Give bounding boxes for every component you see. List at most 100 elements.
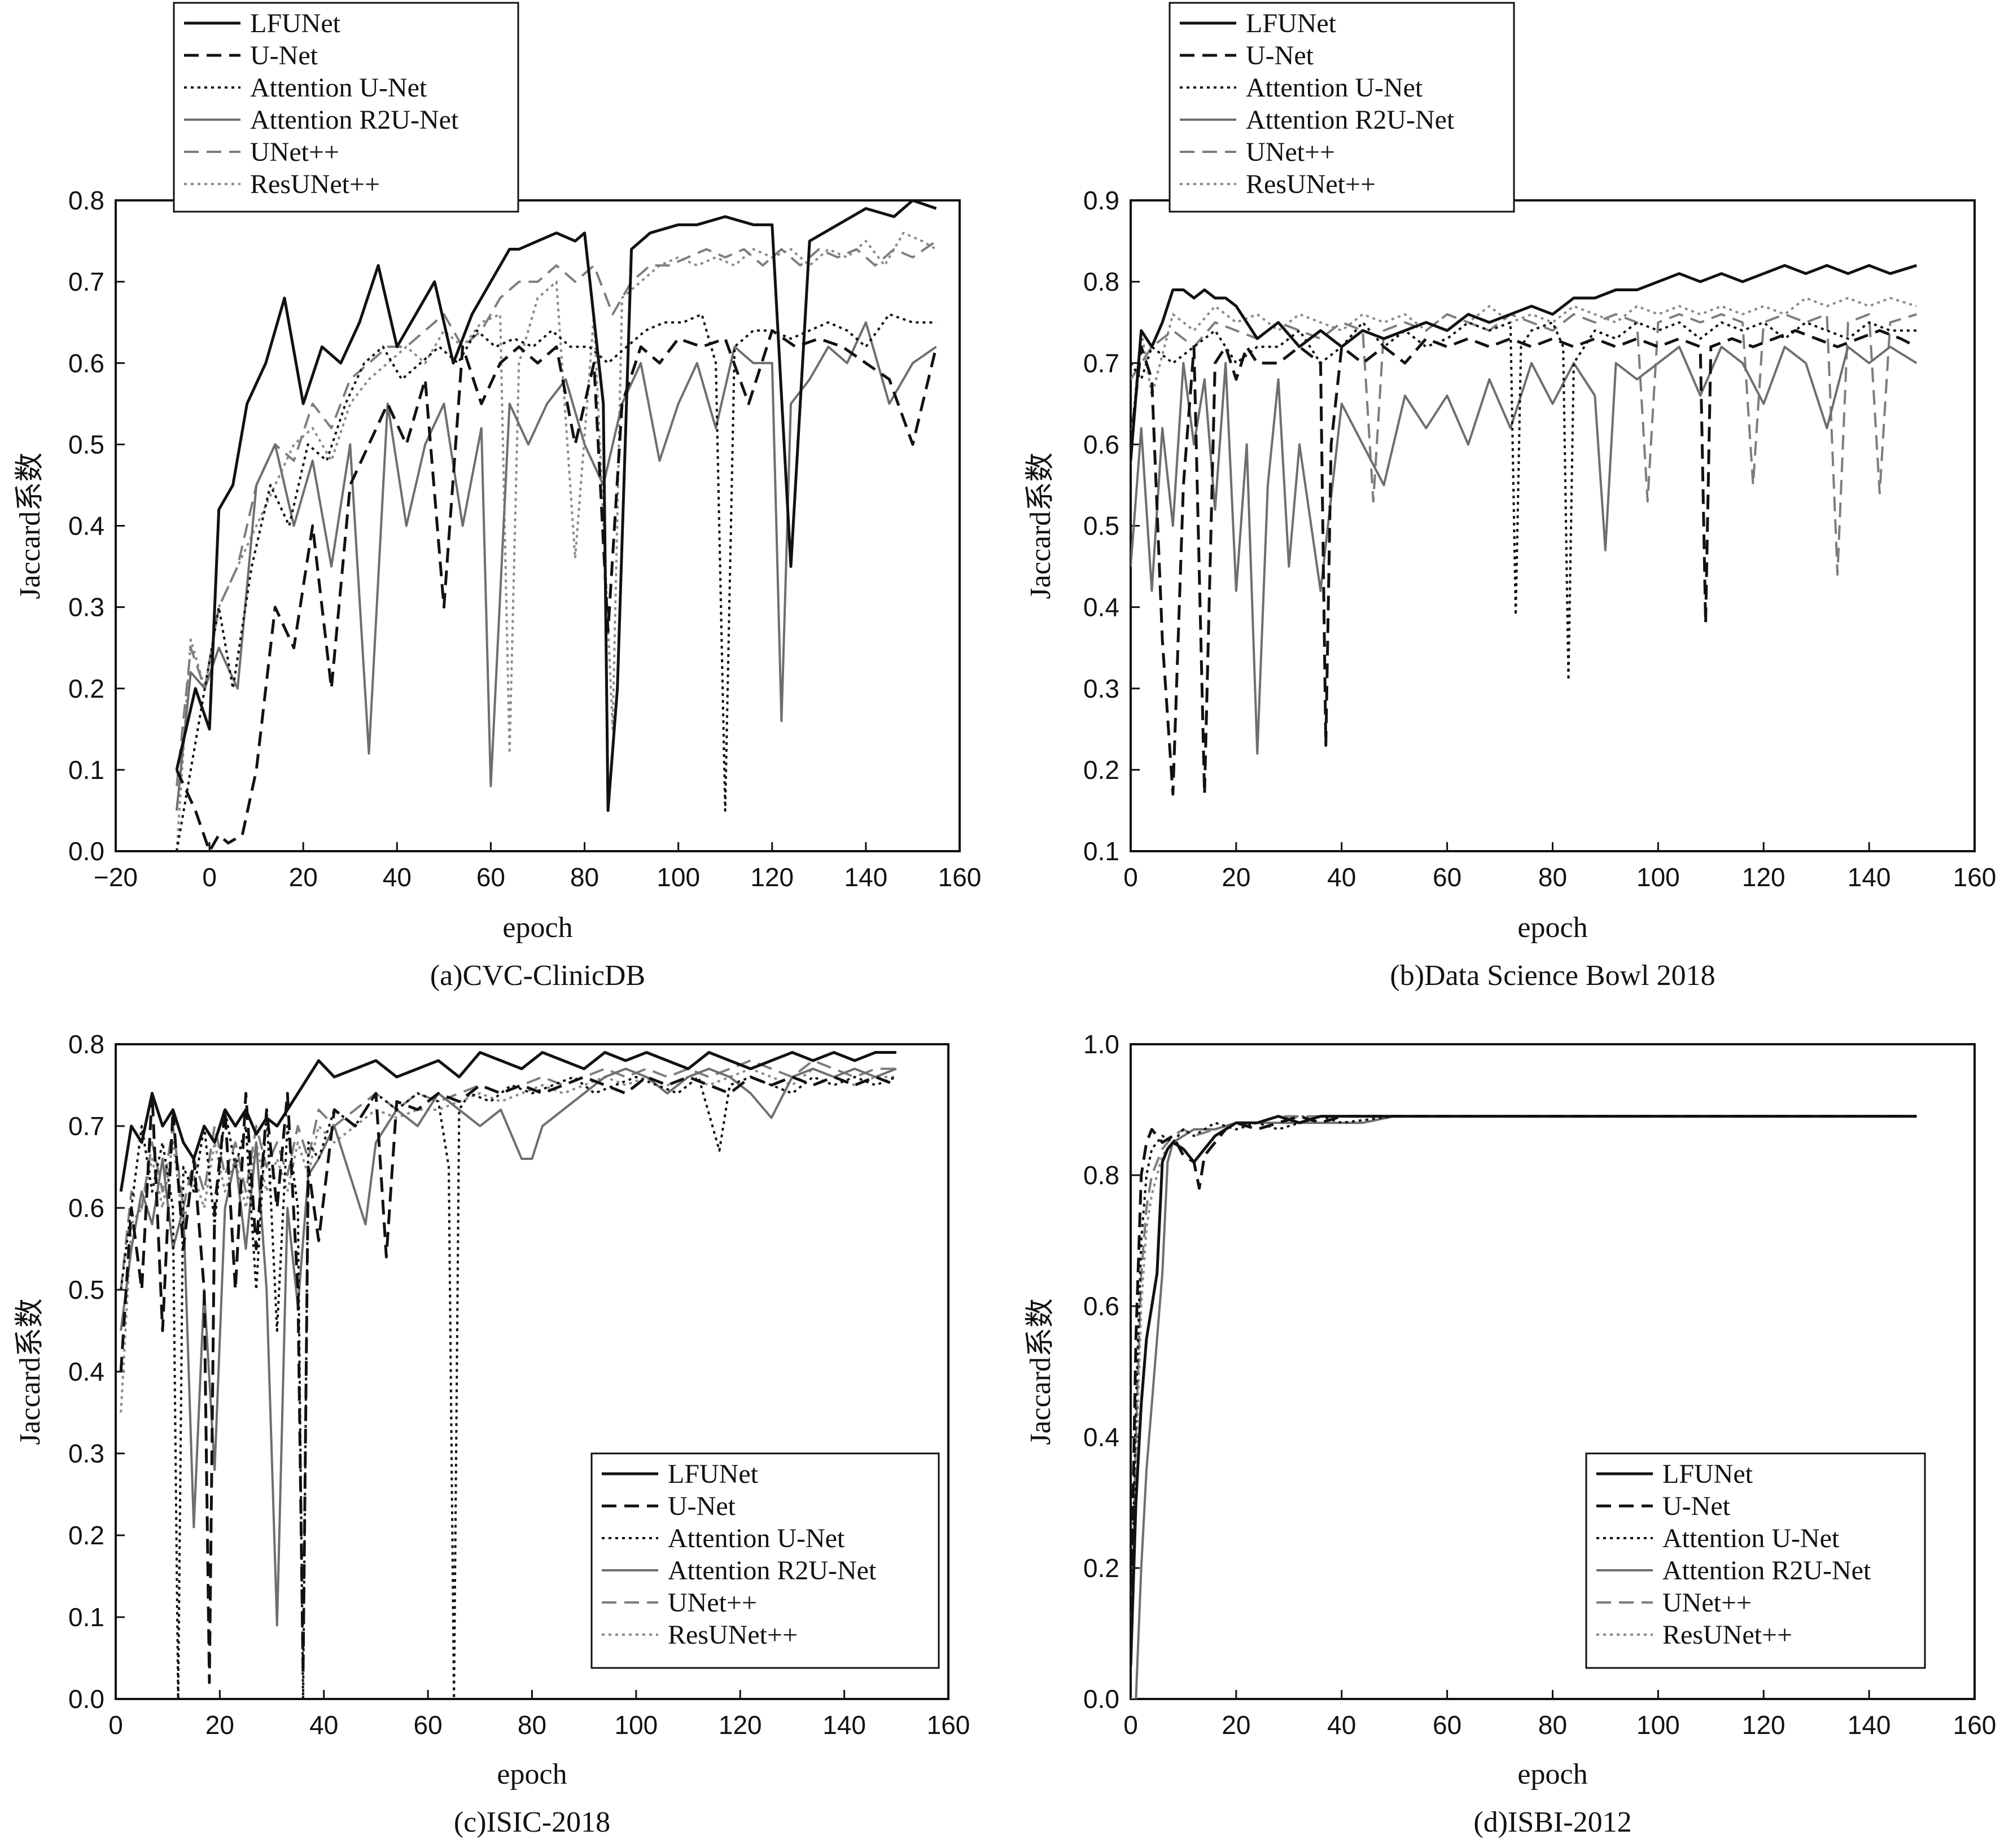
x-tick-label: 140 [822,1710,866,1740]
x-tick-label: 160 [927,1710,970,1740]
legend-label: U-Net [1246,41,1314,71]
x-tick-label: 80 [1538,1710,1567,1740]
legend-label: U-Net [1662,1491,1731,1521]
x-tick-label: 100 [615,1710,658,1740]
series-layer [1131,1115,1917,1699]
x-tick-label: 0 [1123,862,1138,892]
x-tick-label: 80 [1538,862,1567,892]
chart-panel-1: −20 0 20 40 60 80 100 120 140 160 0.0 0.1 0.2 0.3 0.4 0… [14,2,982,992]
series-layer [1131,264,1918,796]
legend-label: Attention R2U-Net [668,1556,877,1586]
series-line-attention-r2u-net [176,321,937,811]
y-tick-label: 0.0 [68,837,104,866]
y-tick-label: 0.1 [68,1602,104,1632]
x-tick-label: 100 [657,862,700,892]
y-axis-title: Jaccard系数 [1025,453,1057,599]
x-tick-label: 140 [1848,862,1891,892]
legend-label: UNet++ [1662,1588,1752,1618]
y-tick-label: 0.6 [1083,430,1119,459]
x-tick-label: 160 [1953,862,1997,892]
legend-label: Attention U-Net [250,73,427,103]
x-axis-title: epoch [1517,1758,1587,1790]
legend-label: LFUNet [250,8,341,38]
series-line-attention-u-net [1131,321,1917,682]
legend-label: UNet++ [668,1588,757,1618]
series-line-resunet- [1131,297,1917,445]
series-line-unet- [176,240,937,786]
y-tick-label: 0.4 [68,1357,104,1386]
y-tick-label: 0.8 [68,1030,104,1059]
legend-box [1169,2,1515,213]
x-tick-label: 140 [1848,1710,1891,1740]
x-tick-label: 120 [719,1710,762,1740]
panel-caption: (d)ISBI-2012 [1473,1806,1631,1838]
y-tick-label: 0.6 [68,1193,104,1223]
legend-box [173,2,519,213]
series-layer [175,200,938,851]
y-tick-label: 0.2 [1083,755,1119,785]
x-tick-label: 40 [1327,862,1356,892]
legend-label: LFUNet [1246,8,1337,38]
y-tick-label: 0.2 [1083,1553,1119,1583]
series-line-u-net [119,1075,897,1684]
legend-label: U-Net [668,1491,736,1521]
legend-label: Attention U-Net [668,1523,845,1553]
y-axis-title: Jaccard系数 [14,453,46,599]
panel-caption: (a)CVC-ClinicDB [430,960,645,992]
series-line-resunet- [120,1067,896,1413]
series-line-u-net [175,329,938,851]
y-tick-label: 0.9 [1083,186,1119,215]
legend-label: Attention R2U-Net [1662,1556,1871,1586]
y-tick-label: 0.3 [68,1439,104,1468]
x-tick-label: 60 [414,1710,443,1740]
x-tick-label: 120 [1742,862,1785,892]
y-tick-label: 0.3 [68,593,104,622]
legend-label: Attention R2U-Net [1246,105,1455,135]
y-tick-label: 0.3 [1083,674,1119,703]
y-tick-label: 0.7 [68,1111,104,1141]
legend-label: ResUNet++ [1662,1620,1792,1650]
x-tick-label: 40 [1327,1710,1356,1740]
series-line-lfunet [1131,1115,1917,1667]
y-tick-label: 0.7 [1083,348,1119,378]
y-tick-label: 0.6 [68,348,104,378]
series-line-attention-u-net [1131,1115,1917,1647]
series-line-lfunet [1131,264,1917,461]
y-tick-label: 0.5 [68,1275,104,1304]
x-tick-label: 160 [938,862,982,892]
x-tick-label: 20 [1222,1710,1250,1740]
x-tick-label: 100 [1636,1710,1680,1740]
legend-label: U-Net [250,41,318,71]
y-tick-label: 0.6 [1083,1291,1119,1321]
y-tick-label: 0.8 [68,186,104,215]
y-tick-label: 0.8 [1083,267,1119,296]
y-tick-label: 1.0 [1083,1030,1119,1059]
legend-label: Attention R2U-Net [250,105,459,135]
y-tick-label: 0.0 [1083,1684,1119,1714]
x-tick-label: 60 [1433,862,1461,892]
chart-panel-2: 0 20 40 60 80 100 120 140 160 0.1 0.2 0.3 0.4 0.5 0.6 0… [1025,2,1997,992]
series-line-resunet- [176,231,937,851]
chart-panel-4: 0 20 40 60 80 100 120 140 160 0.0 0.2 0.4 0.6 0.8 1.0 e… [1025,1030,1996,1838]
legend-box [1585,1452,1926,1669]
x-tick-label: 40 [383,862,412,892]
series-line-u-net [1131,329,1918,796]
y-tick-label: 0.0 [68,1684,104,1714]
legend-box [590,1452,940,1669]
x-tick-label: 160 [1953,1710,1997,1740]
legend-label: ResUNet++ [668,1620,798,1650]
x-tick-label: 120 [1742,1710,1785,1740]
legend-label: Attention U-Net [1246,73,1423,103]
y-tick-label: 0.4 [1083,593,1119,622]
y-tick-label: 0.7 [68,267,104,296]
x-tick-label: 0 [1123,1710,1138,1740]
series-line-lfunet [119,1051,896,1192]
y-tick-label: 0.8 [1083,1161,1119,1190]
series-line-attention-u-net [120,1076,897,1699]
legend-label: ResUNet++ [250,169,380,199]
chart-panel-3: 0 20 40 60 80 100 120 140 160 0.0 0.1 0.2 0.3 0.4 0.5 0… [14,1030,970,1838]
